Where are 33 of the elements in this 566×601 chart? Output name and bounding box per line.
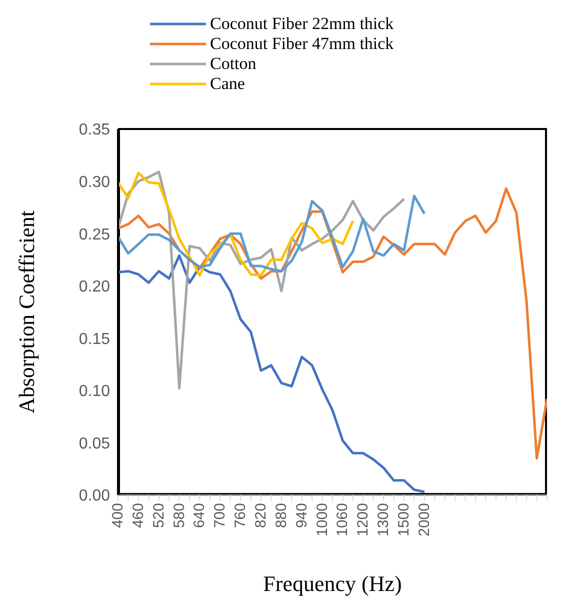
x-tick-label: 1200	[354, 503, 372, 536]
y-tick-label: 0.20	[78, 278, 110, 296]
y-tick-label: 0.35	[78, 122, 110, 139]
legend-label: Cotton	[210, 54, 256, 74]
line-series	[118, 254, 426, 494]
y-tick-label: 0.10	[78, 383, 110, 400]
legend-label: Coconut Fiber 22mm thick	[210, 14, 394, 34]
y-tick-label: 0.15	[78, 330, 110, 348]
x-axis-title: Frequency (Hz)	[263, 571, 402, 596]
y-tick-label: 0.30	[78, 174, 110, 191]
legend-label: Cane	[210, 74, 245, 94]
x-tick-label: 520	[150, 503, 168, 528]
x-tick-label: 400	[110, 503, 126, 528]
x-tick-label: 580	[170, 503, 188, 528]
line-series	[118, 172, 354, 277]
legend-label: Coconut Fiber 47mm thick	[210, 34, 394, 54]
x-tick-label: 700	[212, 503, 229, 528]
x-tick-label: 880	[272, 503, 290, 528]
x-tick-label: 820	[252, 503, 270, 528]
y-tick-label: 0.00	[78, 488, 110, 505]
x-tick-label: 640	[191, 503, 208, 528]
y-axis-title: Absorption Coefficient	[14, 210, 39, 414]
y-tick-label: 0.25	[78, 226, 110, 244]
x-tick-label: 940	[293, 503, 310, 528]
x-tick-label: 1500	[396, 503, 412, 536]
x-tick-label: 2000	[416, 503, 433, 536]
y-tick-label: 0.05	[78, 435, 110, 452]
x-tick-label: 760	[232, 503, 250, 528]
x-tick-label: 1000	[314, 503, 331, 536]
x-tick-label: 460	[130, 503, 147, 528]
line-series	[118, 194, 426, 272]
x-tick-label: 1060	[334, 503, 352, 536]
x-tick-label: 1300	[375, 503, 392, 536]
